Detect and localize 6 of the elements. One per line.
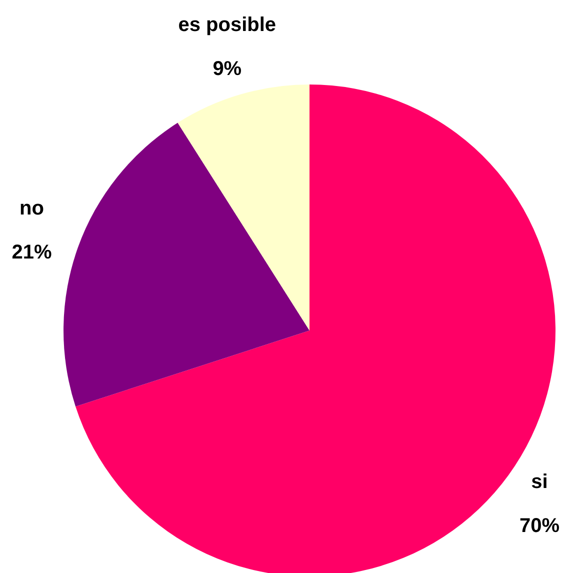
slice-label: si bbox=[531, 471, 548, 494]
slice-label: no bbox=[20, 198, 44, 220]
data-label: 9% bbox=[212, 58, 242, 80]
data-label: 70% bbox=[519, 515, 560, 538]
slice-label: es posible bbox=[178, 14, 276, 36]
data-label: 21% bbox=[12, 242, 52, 264]
